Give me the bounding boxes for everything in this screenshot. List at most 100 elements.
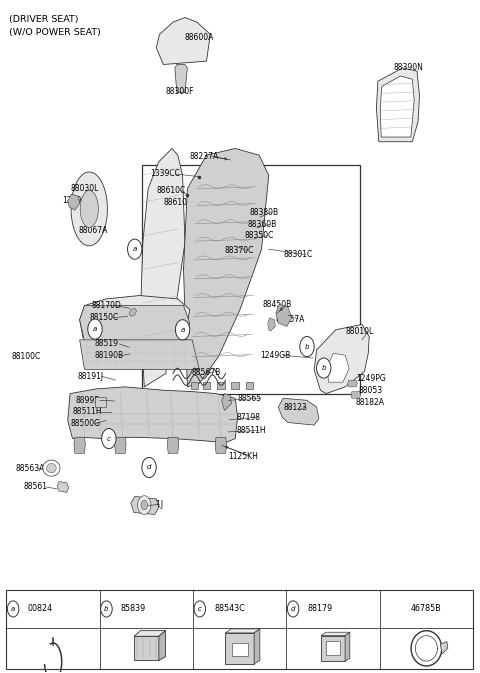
Polygon shape — [43, 460, 60, 476]
Text: d: d — [147, 464, 151, 470]
Text: 88300F: 88300F — [166, 87, 194, 96]
Text: 88057A: 88057A — [276, 314, 305, 324]
Text: a: a — [11, 606, 15, 612]
Text: 88567B: 88567B — [191, 367, 220, 377]
Text: 46785B: 46785B — [411, 604, 442, 613]
Text: 88450B: 88450B — [263, 300, 292, 310]
Polygon shape — [159, 631, 166, 660]
Text: 1249PG: 1249PG — [356, 374, 385, 383]
Polygon shape — [141, 501, 148, 509]
Circle shape — [288, 601, 299, 617]
Text: a: a — [180, 327, 185, 332]
Polygon shape — [68, 387, 238, 443]
Text: 88190B: 88190B — [95, 351, 124, 361]
Text: 88511H: 88511H — [236, 426, 266, 435]
Polygon shape — [231, 382, 239, 389]
Text: 88600A: 88600A — [185, 33, 215, 42]
Text: 87198: 87198 — [236, 413, 260, 421]
Text: 88170D: 88170D — [92, 301, 121, 310]
Circle shape — [142, 458, 156, 478]
Circle shape — [101, 601, 112, 617]
Text: 88360B: 88360B — [247, 220, 276, 229]
Text: 88610: 88610 — [163, 198, 187, 207]
Polygon shape — [138, 496, 151, 514]
Text: 88500G: 88500G — [70, 419, 100, 428]
Polygon shape — [80, 190, 98, 227]
Polygon shape — [129, 308, 137, 316]
Text: 1249GB: 1249GB — [261, 351, 291, 360]
Polygon shape — [175, 65, 187, 93]
Polygon shape — [268, 318, 276, 331]
Text: 88067A: 88067A — [78, 226, 108, 235]
Polygon shape — [351, 392, 360, 398]
Polygon shape — [80, 306, 190, 341]
Polygon shape — [314, 324, 369, 394]
Circle shape — [300, 336, 314, 357]
Polygon shape — [203, 382, 210, 389]
Polygon shape — [348, 380, 357, 387]
Polygon shape — [134, 636, 159, 660]
Text: 88053: 88053 — [359, 386, 383, 395]
Text: 85839: 85839 — [121, 604, 146, 613]
Text: 88301C: 88301C — [283, 250, 312, 259]
Polygon shape — [254, 629, 260, 664]
Text: 88191J: 88191J — [77, 371, 103, 381]
Circle shape — [175, 320, 190, 340]
Circle shape — [194, 601, 205, 617]
Text: (W/O POWER SEAT): (W/O POWER SEAT) — [9, 28, 101, 36]
Text: 88565: 88565 — [238, 394, 262, 402]
FancyBboxPatch shape — [6, 590, 473, 669]
Text: c: c — [198, 606, 202, 612]
Text: 00824: 00824 — [27, 604, 53, 613]
Polygon shape — [376, 68, 420, 142]
FancyBboxPatch shape — [142, 166, 360, 394]
Polygon shape — [278, 398, 319, 425]
Text: 88390N: 88390N — [393, 63, 423, 73]
Text: 1249PG: 1249PG — [62, 196, 92, 205]
Polygon shape — [321, 632, 350, 635]
Polygon shape — [115, 437, 126, 454]
Text: 88561: 88561 — [24, 483, 48, 491]
Polygon shape — [246, 382, 253, 389]
Text: 88010L: 88010L — [345, 326, 373, 336]
Polygon shape — [440, 641, 448, 653]
Text: b: b — [305, 344, 309, 349]
Circle shape — [7, 601, 19, 617]
Text: 88511H: 88511H — [72, 407, 102, 416]
Polygon shape — [380, 76, 414, 137]
Text: 88123: 88123 — [283, 402, 307, 411]
Text: 88543C: 88543C — [214, 604, 245, 613]
Text: 88563A: 88563A — [15, 464, 45, 472]
Circle shape — [128, 239, 142, 259]
Circle shape — [102, 429, 116, 449]
Text: 88150C: 88150C — [90, 313, 119, 322]
Polygon shape — [80, 295, 190, 341]
Polygon shape — [345, 632, 350, 661]
Polygon shape — [131, 497, 158, 514]
Polygon shape — [222, 394, 231, 411]
Text: 88519: 88519 — [95, 339, 119, 349]
Circle shape — [88, 319, 102, 339]
Polygon shape — [276, 304, 292, 326]
Polygon shape — [326, 641, 340, 656]
Polygon shape — [134, 631, 166, 636]
Polygon shape — [226, 629, 260, 633]
Text: 88237A: 88237A — [190, 152, 219, 161]
Text: 88191J: 88191J — [137, 500, 163, 509]
Polygon shape — [232, 643, 248, 656]
Polygon shape — [321, 635, 345, 661]
Text: (DRIVER SEAT): (DRIVER SEAT) — [9, 15, 78, 24]
Text: 88030L: 88030L — [70, 184, 98, 193]
Polygon shape — [74, 437, 85, 454]
Polygon shape — [327, 353, 349, 382]
Text: c: c — [107, 435, 111, 441]
Polygon shape — [96, 397, 106, 407]
Text: 88100C: 88100C — [11, 352, 40, 361]
Text: 88182A: 88182A — [356, 398, 385, 406]
Text: b: b — [104, 606, 108, 612]
Polygon shape — [226, 633, 254, 664]
Polygon shape — [57, 482, 69, 493]
Text: d: d — [291, 606, 295, 612]
Text: 88610C: 88610C — [156, 186, 185, 194]
Polygon shape — [47, 464, 56, 473]
